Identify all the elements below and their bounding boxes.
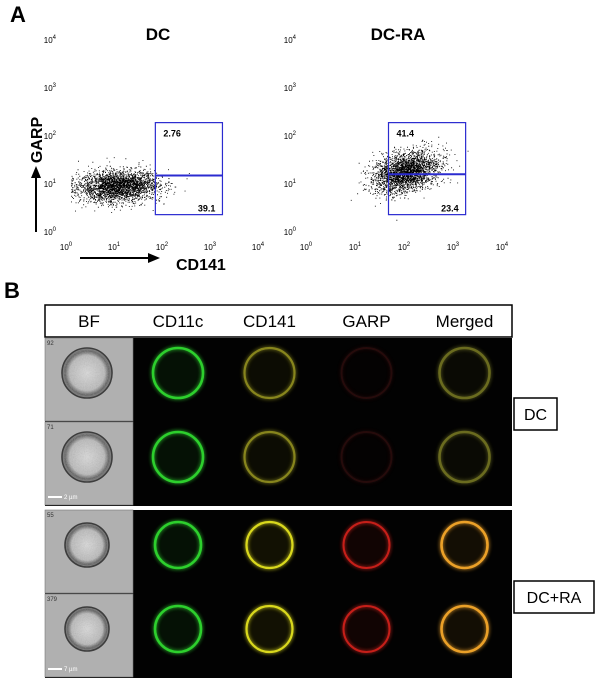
y-tick-label: 101 [44, 179, 57, 189]
plot-title-dc-ra: DC-RA [371, 25, 426, 44]
x-tick-label: 100 [300, 242, 313, 252]
y-tick-label: 101 [284, 179, 297, 189]
x-tick-label: 100 [60, 242, 73, 252]
cd141-cell [243, 430, 296, 484]
y-tick-label: 102 [44, 131, 57, 141]
y-tick-label: 103 [284, 83, 297, 93]
group-label-dc: DC [513, 397, 558, 431]
y-axis-arrow [31, 166, 41, 232]
image-group-dc: 92 71 2 µm [44, 337, 512, 506]
gate-upper-value-dc-ra: 41.4 [397, 129, 415, 139]
x-tick-label: 102 [156, 242, 169, 252]
merged-cell [438, 346, 491, 400]
x-axis-arrow [80, 253, 160, 263]
gate-dc [154, 122, 224, 216]
merged-cell [440, 604, 489, 654]
group-label-dc-ra: DC+RA [513, 580, 595, 614]
y-tick-label: 100 [284, 227, 297, 237]
x-axis-label: CD141 [176, 257, 226, 274]
column-header: GARP [342, 312, 390, 331]
x-ticks-dc: 100 101 102 103 104 [60, 242, 265, 252]
y-tick-label: 102 [284, 131, 297, 141]
scale-bar-label: 7 µm [64, 667, 77, 673]
gate-box [154, 122, 224, 216]
gate-lower-value-dc: 39.1 [198, 204, 216, 214]
scale-bar-label: 2 µm [64, 495, 77, 501]
cd141-cell [245, 604, 294, 654]
garp-cell [340, 347, 393, 399]
scatter-points-dc-ra [350, 136, 469, 221]
plot-title-dc: DC [146, 25, 171, 44]
gate-lower-value-dc-ra: 23.4 [441, 204, 459, 214]
x-tick-label: 101 [108, 242, 121, 252]
cell-id-label: 71 [47, 425, 54, 431]
garp-cell [342, 521, 391, 569]
column-header: BF [78, 312, 100, 331]
cd11c-cell [151, 346, 205, 400]
y-ticks-dc-ra: 100 101 102 103 104 [284, 35, 297, 237]
y-axis-label: GARP [29, 117, 46, 164]
y-tick-label: 104 [284, 35, 297, 45]
panel-b-letter: B [4, 278, 20, 303]
column-header: Merged [436, 312, 494, 331]
garp-cell [342, 605, 391, 653]
gate-box [387, 122, 467, 216]
y-tick-label: 100 [44, 227, 57, 237]
channel-header: BF CD11c CD141 GARP Merged [44, 304, 513, 338]
x-tick-label: 102 [398, 242, 411, 252]
x-ticks-dc-ra: 100 101 102 103 104 [300, 242, 509, 252]
column-header: CD141 [243, 312, 296, 331]
x-tick-label: 104 [252, 242, 265, 252]
y-tick-label: 103 [44, 83, 57, 93]
gate-upper-value-dc: 2.76 [163, 129, 181, 139]
cd11c-cell [153, 520, 203, 570]
gate-dc-ra [387, 122, 467, 216]
cd141-cell [243, 346, 296, 400]
group-label-dc-text: DC [524, 407, 547, 424]
merged-cell [438, 430, 491, 484]
cd11c-cell [151, 430, 205, 484]
cell-id-label: 379 [47, 597, 58, 603]
group-label-dc-ra-text: DC+RA [527, 590, 582, 607]
y-tick-label: 104 [44, 35, 57, 45]
scatter-points-dc [71, 157, 190, 213]
image-group-dc-ra: 55 379 7 µm [44, 509, 512, 678]
y-ticks-dc: 100 101 102 103 104 [44, 35, 57, 237]
x-tick-label: 103 [447, 242, 460, 252]
cell-id-label: 92 [47, 341, 54, 347]
merged-cell [440, 520, 489, 570]
cd141-cell [245, 520, 294, 570]
column-header: CD11c [153, 312, 204, 331]
garp-cell [340, 431, 393, 483]
flow-plot-dc-ra: DC-RA 100 101 102 103 104 100 101 102 103 104 41… [284, 25, 509, 252]
event-dots [71, 157, 190, 213]
cd11c-cell [153, 604, 203, 654]
x-tick-label: 103 [204, 242, 217, 252]
x-tick-label: 104 [496, 242, 509, 252]
cell-id-label: 55 [47, 513, 54, 519]
event-dots [350, 136, 469, 221]
panel-a-letter: A [10, 2, 26, 27]
x-tick-label: 101 [349, 242, 362, 252]
